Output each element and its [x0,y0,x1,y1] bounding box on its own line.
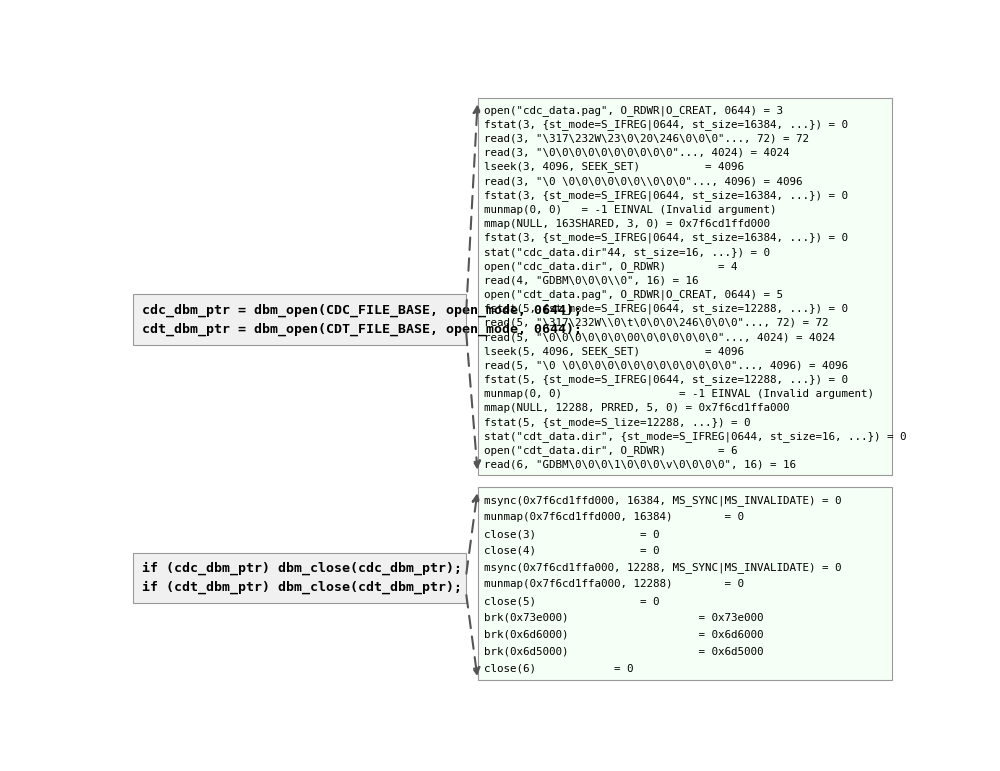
Text: fstat(5, {st_mode=S_IFREG|0644, st_size=12288, ...}) = 0: fstat(5, {st_mode=S_IFREG|0644, st_size=… [484,303,848,315]
Text: fstat(5, {st_mode=S_lize=12288, ...}) = 0: fstat(5, {st_mode=S_lize=12288, ...}) = … [484,417,750,428]
Text: read(6, "GDBM\0\0\0\1\0\0\0\v\0\0\0\0", 16) = 16: read(6, "GDBM\0\0\0\1\0\0\0\v\0\0\0\0", … [484,460,796,470]
Text: read(5, "\0\0\0\0\0\0\00\0\0\0\0\0\0"..., 4024) = 4024: read(5, "\0\0\0\0\0\0\00\0\0\0\0\0\0"...… [484,332,835,342]
Text: read(5, "\0 \0\0\0\0\0\0\0\0\0\0\0\0\0"..., 4096) = 4096: read(5, "\0 \0\0\0\0\0\0\0\0\0\0\0\0\0".… [484,361,848,371]
Text: fstat(3, {st_mode=S_IFREG|0644, st_size=16384, ...}) = 0: fstat(3, {st_mode=S_IFREG|0644, st_size=… [484,119,848,130]
Text: fstat(5, {st_mode=S_IFREG|0644, st_size=12288, ...}) = 0: fstat(5, {st_mode=S_IFREG|0644, st_size=… [484,374,848,386]
Text: munmap(0x7f6cd1ffa000, 12288)        = 0: munmap(0x7f6cd1ffa000, 12288) = 0 [484,579,744,589]
FancyBboxPatch shape [133,295,466,345]
Text: read(4, "GDBM\0\0\0\\0", 16) = 16: read(4, "GDBM\0\0\0\\0", 16) = 16 [484,275,698,285]
Text: brk(0x73e000)                    = 0x73e000: brk(0x73e000) = 0x73e000 [484,613,763,623]
FancyBboxPatch shape [133,553,466,603]
Text: read(3, "\317\232W\23\0\20\246\0\0\0"..., 72) = 72: read(3, "\317\232W\23\0\20\246\0\0\0"...… [484,133,809,143]
Text: lseek(5, 4096, SEEK_SET)          = 4096: lseek(5, 4096, SEEK_SET) = 4096 [484,346,744,357]
Text: munmap(0x7f6cd1ffd000, 16384)        = 0: munmap(0x7f6cd1ffd000, 16384) = 0 [484,512,744,522]
Text: open("cdc_data.pag", O_RDWR|O_CREAT, 0644) = 3: open("cdc_data.pag", O_RDWR|O_CREAT, 064… [484,105,783,116]
Text: munmap(0, 0)                  = -1 EINVAL (Invalid argument): munmap(0, 0) = -1 EINVAL (Invalid argume… [484,389,874,399]
FancyBboxPatch shape [478,487,892,680]
Text: stat("cdc_data.dir"44, st_size=16, ...}) = 0: stat("cdc_data.dir"44, st_size=16, ...})… [484,247,770,258]
FancyBboxPatch shape [478,99,892,476]
Text: lseek(3, 4096, SEEK_SET)          = 4096: lseek(3, 4096, SEEK_SET) = 4096 [484,162,744,173]
Text: open("cdt_data.dir", O_RDWR)        = 6: open("cdt_data.dir", O_RDWR) = 6 [484,445,737,456]
Text: read(3, "\0\0\0\0\0\0\0\0\0\0"..., 4024) = 4024: read(3, "\0\0\0\0\0\0\0\0\0\0"..., 4024)… [484,148,789,158]
Text: stat("cdt_data.dir", {st_mode=S_IFREG|0644, st_size=16, ...}) = 0: stat("cdt_data.dir", {st_mode=S_IFREG|06… [484,431,906,442]
Text: read(3, "\0 \0\0\0\0\0\0\\0\0\0"..., 4096) = 4096: read(3, "\0 \0\0\0\0\0\0\\0\0\0"..., 409… [484,177,802,186]
Text: open("cdc_data.dir", O_RDWR)        = 4: open("cdc_data.dir", O_RDWR) = 4 [484,261,737,271]
Text: fstat(3, {st_mode=S_IFREG|0644, st_size=16384, ...}) = 0: fstat(3, {st_mode=S_IFREG|0644, st_size=… [484,233,848,244]
Text: close(3)                = 0: close(3) = 0 [484,529,659,539]
Text: brk(0x6d5000)                    = 0x6d5000: brk(0x6d5000) = 0x6d5000 [484,647,763,657]
Text: cdc_dbm_ptr = dbm_open(CDC_FILE_BASE, open_mode, 0644);
cdt_dbm_ptr = dbm_open(C: cdc_dbm_ptr = dbm_open(CDC_FILE_BASE, op… [142,304,582,335]
Text: brk(0x6d6000)                    = 0x6d6000: brk(0x6d6000) = 0x6d6000 [484,630,763,640]
Text: munmap(0, 0)   = -1 EINVAL (Invalid argument): munmap(0, 0) = -1 EINVAL (Invalid argume… [484,204,776,214]
Text: mmap(NULL, 163SHARED, 3, 0) = 0x7f6cd1ffd000: mmap(NULL, 163SHARED, 3, 0) = 0x7f6cd1ff… [484,219,770,229]
Text: msync(0x7f6cd1ffa000, 12288, MS_SYNC|MS_INVALIDATE) = 0: msync(0x7f6cd1ffa000, 12288, MS_SYNC|MS_… [484,562,841,573]
Text: open("cdt_data.pag", O_RDWR|O_CREAT, 0644) = 5: open("cdt_data.pag", O_RDWR|O_CREAT, 064… [484,289,783,300]
Text: msync(0x7f6cd1ffd000, 16384, MS_SYNC|MS_INVALIDATE) = 0: msync(0x7f6cd1ffd000, 16384, MS_SYNC|MS_… [484,495,841,506]
Text: mmap(NULL, 12288, PRRED, 5, 0) = 0x7f6cd1ffa000: mmap(NULL, 12288, PRRED, 5, 0) = 0x7f6cd… [484,403,789,413]
Text: close(6)            = 0: close(6) = 0 [484,663,633,673]
Text: if (cdc_dbm_ptr) dbm_close(cdc_dbm_ptr);
if (cdt_dbm_ptr) dbm_close(cdt_dbm_ptr): if (cdc_dbm_ptr) dbm_close(cdc_dbm_ptr);… [142,562,462,594]
Text: fstat(3, {st_mode=S_IFREG|0644, st_size=16384, ...}) = 0: fstat(3, {st_mode=S_IFREG|0644, st_size=… [484,190,848,200]
Text: close(5)                = 0: close(5) = 0 [484,596,659,606]
Text: close(4)                = 0: close(4) = 0 [484,546,659,556]
Text: read(5, "\317\232W\\0\t\0\0\0\246\0\0\0"..., 72) = 72: read(5, "\317\232W\\0\t\0\0\0\246\0\0\0"… [484,318,828,328]
